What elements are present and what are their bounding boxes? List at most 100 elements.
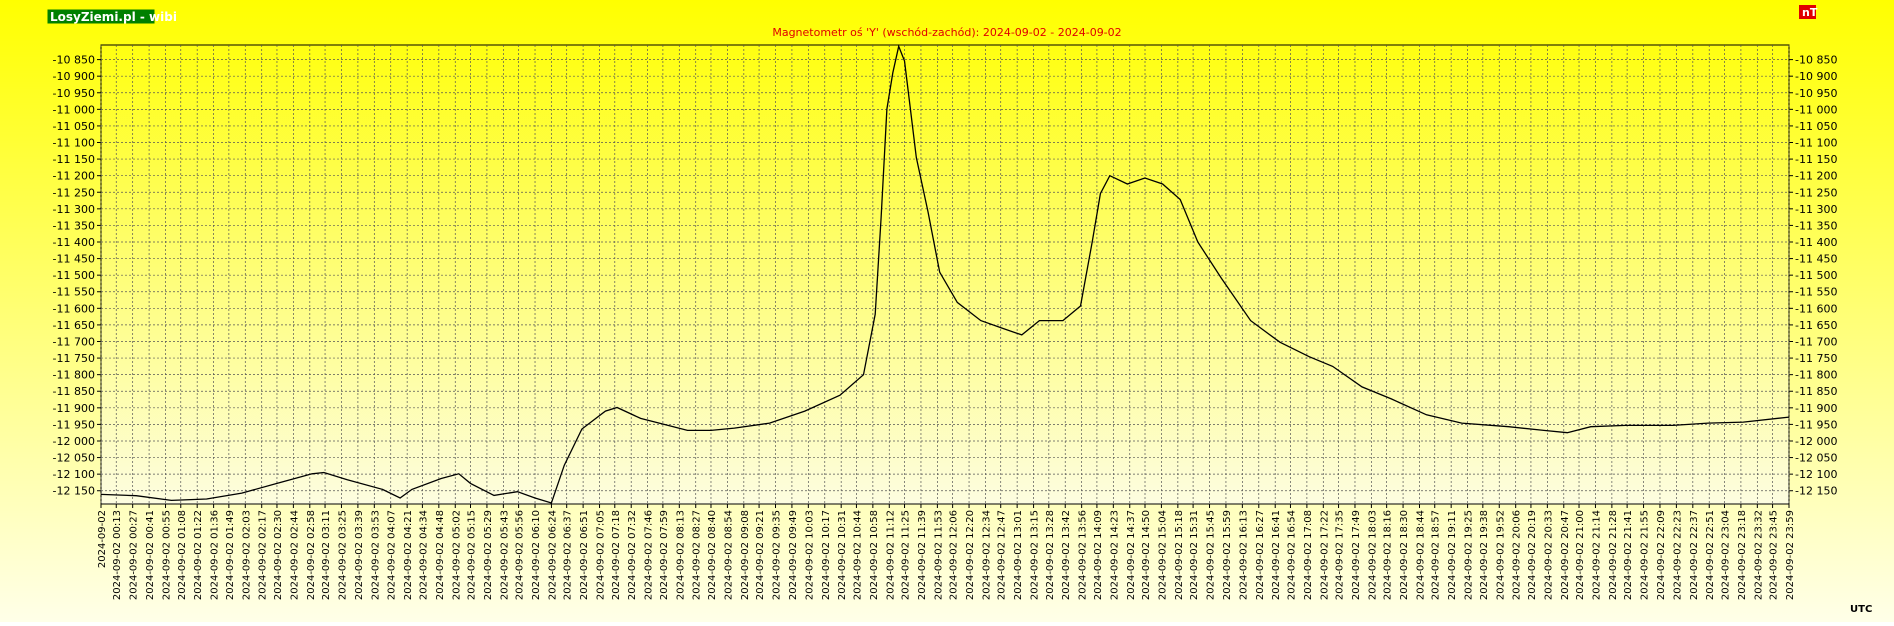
plot-area xyxy=(100,44,1790,505)
y-tick-label: -11 850 xyxy=(53,385,95,398)
x-tick-label: 2024-09-02 02:58 xyxy=(306,510,317,600)
x-tick-label: 2024-09-02 05:15 xyxy=(467,510,478,600)
x-tick-label: 2024-09-02 04:48 xyxy=(435,510,446,600)
x-tick-label: 2024-09-02 11:53 xyxy=(933,510,944,600)
y2-tick-label: -12 000 xyxy=(1795,435,1837,448)
x-tick-label: 2024-09-02 01:22 xyxy=(193,510,204,600)
x-tick-label: 2024-09-02 04:34 xyxy=(418,510,429,600)
y-tick-label: -12 150 xyxy=(53,485,95,498)
x-tick-label: 2024-09-02 10:31 xyxy=(837,510,848,600)
y2-tick-label: -11 000 xyxy=(1795,103,1837,116)
unit: nT xyxy=(1802,6,1818,19)
y2-tick-label: -12 100 xyxy=(1795,468,1837,481)
y2-tick-label: -10 850 xyxy=(1795,54,1837,67)
x-tick-label: 2024-09-02 05:29 xyxy=(483,510,494,600)
x-tick-label: 2024-09-02 11:12 xyxy=(885,510,896,600)
y-tick-label: -12 050 xyxy=(53,452,95,465)
y-tick-label: -11 150 xyxy=(53,153,95,166)
x-tick-label: 2024-09-02 18:03 xyxy=(1367,510,1378,600)
y-tick-label: -11 000 xyxy=(53,103,95,116)
x-tick-label: 2024-09-02 15:31 xyxy=(1189,510,1200,600)
x-tick-label: 2024-09-02 04:07 xyxy=(387,510,398,600)
y2-tick-label: -12 050 xyxy=(1795,452,1837,465)
x-tick-label: 2024-09-02 21:14 xyxy=(1591,510,1602,600)
x-tick-label: 2024-09-02 05:56 xyxy=(515,510,526,600)
x-tick-label: 2024-09-02 10:03 xyxy=(804,510,815,600)
x-tick-label: 2024-09-02 01:08 xyxy=(177,510,188,600)
x-tick-label: 2024-09-02 07:32 xyxy=(627,510,638,600)
x-tick-label: 2024-09-02 23:45 xyxy=(1769,510,1780,600)
x-tick-label: 2024-09-02 02:03 xyxy=(241,510,252,600)
x-tick-label: 2024-09-02 05:43 xyxy=(499,510,510,600)
y2-tick-label: -11 700 xyxy=(1795,335,1837,348)
y2-tick-label: -11 350 xyxy=(1795,219,1837,232)
x-tick-label: 2024-09-02 21:55 xyxy=(1640,510,1651,600)
x-tick-label: 2024-09-02 06:37 xyxy=(563,510,574,600)
y-tick-label: -11 600 xyxy=(53,302,95,315)
x-tick-label: 2024-09-02 02:30 xyxy=(273,510,284,600)
y-tick-label: -11 750 xyxy=(53,352,95,365)
x-tick-label: 2024-09-02 16:54 xyxy=(1286,510,1297,600)
x-tick-label: 2024-09-02 15:45 xyxy=(1206,510,1217,600)
x-tick-label: 2024-09-02 17:22 xyxy=(1319,510,1330,600)
x-tick-label: 2024-09-02 09:21 xyxy=(755,510,766,600)
y-tick-label: -10 850 xyxy=(53,54,95,67)
x-tick-label: 2024-09-02 09:08 xyxy=(740,510,751,600)
x-tick-label: 2024-09-02 15:18 xyxy=(1174,510,1185,600)
x-tick-label: 2024-09-02 14:09 xyxy=(1093,510,1104,600)
x-tick-label: 2024-09-02 09:49 xyxy=(788,510,799,600)
x-tick-label: 2024-09-02 08:40 xyxy=(707,510,718,600)
x-tick-label: 2024-09-02 15:04 xyxy=(1157,510,1168,600)
chart-title: Magnetometr oś 'Y' (wschód-zachód): 2024… xyxy=(772,26,1121,39)
x-tick-label: 2024-09-02 14:50 xyxy=(1141,510,1152,600)
y-tick-label: -11 350 xyxy=(53,219,95,232)
x-tick-label: 2024-09-02 22:37 xyxy=(1689,510,1700,600)
y-tick-label: -12 000 xyxy=(53,435,95,448)
x-tick-label: 2024-09-02 17:08 xyxy=(1303,510,1314,600)
y2-tick-label: -11 300 xyxy=(1795,203,1837,216)
x-tick-label: 2024-09-02 04:21 xyxy=(403,510,414,600)
x-tick-label: 2024-09-02 22:09 xyxy=(1656,510,1667,600)
y2-tick-label: -12 150 xyxy=(1795,485,1837,498)
x-tick-label: 2024-09-02 00:55 xyxy=(162,510,173,600)
y-tick-label: -10 900 xyxy=(53,70,95,83)
x-tick-label: 2024-09-02 20:47 xyxy=(1560,510,1571,600)
x-tick-label: 2024-09-02 10:58 xyxy=(869,510,880,600)
y2-tick-label: -11 750 xyxy=(1795,352,1837,365)
x-tick-label: 2024-09-02 13:15 xyxy=(1030,510,1041,600)
y-tick-label: -11 550 xyxy=(53,286,95,299)
x-tick-label: 2024-09-02 09:35 xyxy=(771,510,782,600)
x-tick-label: 2024-09-02 23:32 xyxy=(1753,510,1764,600)
y2-tick-label: -11 200 xyxy=(1795,170,1837,183)
x-tick-label: 2024-09-02 07:18 xyxy=(611,510,622,600)
y2-tick-label: -11 600 xyxy=(1795,302,1837,315)
x-tick-label: 2024-09-02 20:33 xyxy=(1543,510,1554,600)
x-tick-label: 2024-09-02 03:39 xyxy=(354,510,365,600)
y-tick-label: -11 800 xyxy=(53,369,95,382)
x-tick-label: 2024-09-02 06:51 xyxy=(579,510,590,600)
x-tick-label: 2024-09-02 03:11 xyxy=(321,510,332,600)
y-tick-label: -12 100 xyxy=(53,468,95,481)
y-tick-label: -11 100 xyxy=(53,137,95,150)
y2-tick-label: -11 950 xyxy=(1795,418,1837,431)
y-tick-label: -11 200 xyxy=(53,170,95,183)
y2-tick-label: -11 850 xyxy=(1795,385,1837,398)
x-tick-label: 2024-09-02 12:06 xyxy=(949,510,960,600)
x-tick-label: 2024-09-02 05:02 xyxy=(451,510,462,600)
x-tick-label: 2024-09-02 13:28 xyxy=(1045,510,1056,600)
x-tick-label: 2024-09-02 02:17 xyxy=(258,510,269,600)
y-tick-label: -11 400 xyxy=(53,236,95,249)
y2-tick-label: -10 950 xyxy=(1795,87,1837,100)
x-tick-label: 2024-09-02 21:28 xyxy=(1608,510,1619,600)
x-tick-label: 2024-09-02 18:57 xyxy=(1431,510,1442,600)
x-tick-label: 2024-09-02 03:53 xyxy=(370,510,381,600)
timezone: UTC xyxy=(1850,604,1872,615)
x-tick-label: 2024-09-02 19:38 xyxy=(1479,510,1490,600)
x-tick-label: 2024-09-02 07:59 xyxy=(659,510,670,600)
x-tick-label: 2024-09-02 20:19 xyxy=(1527,510,1538,600)
y-tick-label: -11 300 xyxy=(53,203,95,216)
x-tick-label: 2024-09-02 16:41 xyxy=(1271,510,1282,600)
x-tick-label: 2024-09-02 07:05 xyxy=(596,510,607,600)
x-tick-label: 2024-09-02 07:46 xyxy=(644,510,655,600)
